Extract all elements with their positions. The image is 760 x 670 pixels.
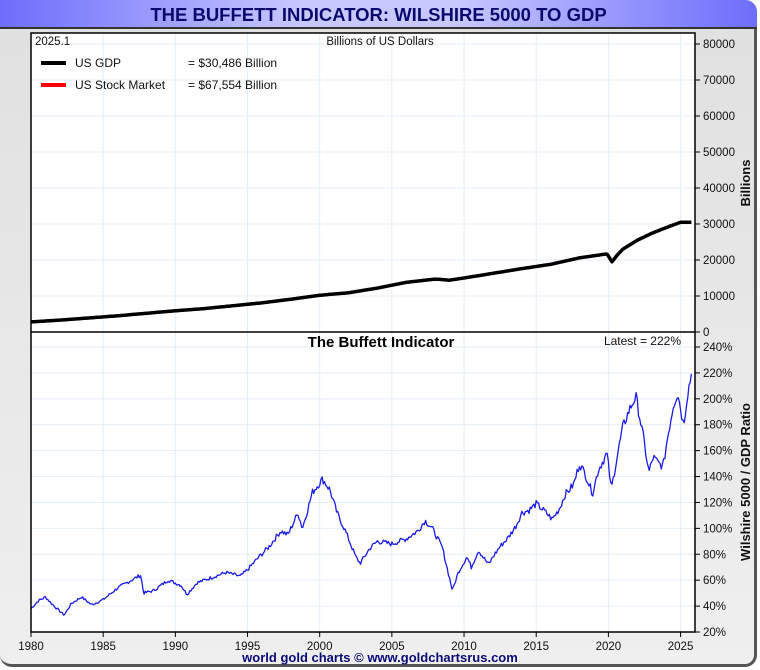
bottom-y-axis-label: Wilshire 5000 / GDP Ratio [738,403,753,561]
x-tick-label: 2005 [379,641,405,653]
y-tick-label-bottom: 200% [703,394,732,406]
top-y-axis-label: Billions [738,160,753,207]
y-tick-label-bottom: 140% [703,472,732,484]
legend-value-gdp: = $30,486 Billion [188,56,277,70]
y-tick-label-bottom: 220% [703,368,732,380]
x-tick-label: 2010 [451,641,477,653]
date-label: 2025.1 [35,36,70,48]
top-panel-title: Billions of US Dollars [326,36,434,48]
latest-annotation: Latest = 222% [604,334,681,348]
series-line-buffett-ratio [30,373,693,616]
bottom-panel-title: The Buffett Indicator [308,334,455,351]
y-tick-label-top: 20000 [703,255,735,267]
y-tick-label-top: 10000 [703,291,735,303]
x-tick-label: 2015 [523,641,549,653]
axes: 1980 1985 1990 1995 2000 2005 2010 2015 2020 2025… [18,39,735,653]
legend: US GDP = $30,486 Billion US Stock Market… [41,56,277,92]
y-tick-label-bottom: 120% [703,497,732,509]
y-tick-label-bottom: 20% [703,627,726,639]
legend-label-market: US Stock Market [75,78,166,92]
y-tick-label-top: 40000 [703,183,735,195]
legend-label-gdp: US GDP [75,56,121,70]
y-tick-label-top: 30000 [703,219,735,231]
y-tick-label-bottom: 60% [703,575,726,587]
x-tick-label: 2000 [307,641,333,653]
legend-value-market: = $67,554 Billion [188,78,277,92]
x-tick-label: 1985 [90,641,116,653]
x-tick-label: 2025 [668,641,694,653]
grid-top [31,33,695,632]
x-tick-label: 1980 [18,641,44,653]
y-tick-label-bottom: 180% [703,420,732,432]
series-lines [30,220,693,616]
y-tick-label-top: 0 [703,327,709,339]
x-tick-label: 1995 [235,641,261,653]
chart-title: THE BUFFETT INDICATOR: WILSHIRE 5000 TO … [150,4,607,25]
y-tick-label-bottom: 40% [703,601,726,613]
y-tick-label-bottom: 80% [703,549,726,561]
series-line-us-gdp [30,220,692,324]
y-tick-label-top: 80000 [703,39,735,51]
title-bar: THE BUFFETT INDICATOR: WILSHIRE 5000 TO … [0,0,757,29]
x-tick-label: 1990 [163,641,189,653]
y-tick-label-bottom: 160% [703,446,732,458]
y-tick-label-top: 50000 [703,147,735,159]
x-tick-label: 2020 [596,641,622,653]
y-tick-label-top: 60000 [703,111,735,123]
footer-credit: world gold charts © www.goldchartsrus.co… [242,650,518,665]
y-tick-label-bottom: 100% [703,523,732,535]
grid-bottom [31,346,695,607]
y-tick-label-bottom: 240% [703,342,732,354]
y-tick-label-top: 70000 [703,75,735,87]
